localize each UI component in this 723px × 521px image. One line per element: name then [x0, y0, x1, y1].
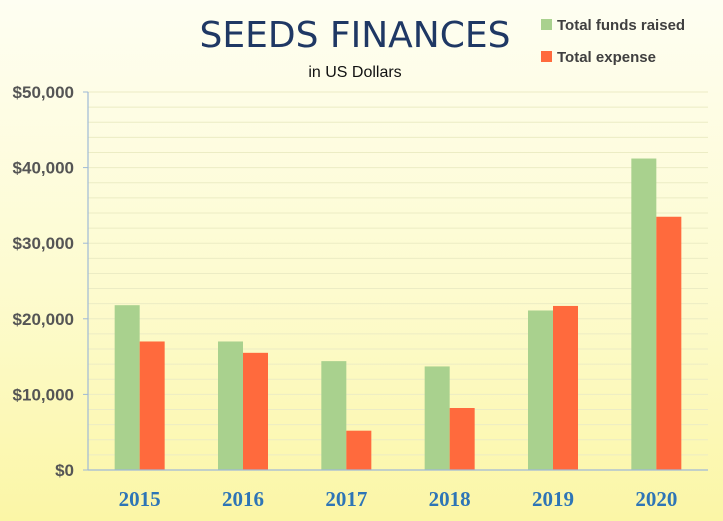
y-tick-label: $30,000: [13, 234, 74, 253]
legend-label: Total expense: [557, 49, 656, 66]
bar-funds-raised: [631, 158, 657, 470]
x-tick-label: 2020: [635, 487, 677, 511]
bar-expense: [346, 430, 372, 470]
bar-expense: [656, 216, 682, 470]
y-tick-label: $10,000: [13, 385, 74, 404]
legend-swatch: [541, 19, 552, 30]
legend: Total funds raised Total expense: [541, 17, 685, 66]
x-tick-label: 2017: [325, 487, 367, 511]
y-tick-label: $50,000: [13, 83, 74, 102]
y-tick-label: $0: [55, 461, 74, 480]
grid: [88, 91, 708, 471]
x-tick-label: 2016: [222, 487, 264, 511]
bar-funds-raised: [321, 361, 347, 470]
bar-funds-raised: [424, 366, 450, 470]
bar-expense: [139, 341, 165, 470]
legend-swatch: [541, 51, 552, 62]
y-tick-label: $40,000: [13, 159, 74, 178]
x-tick-label: 2019: [532, 487, 574, 511]
bar-expense: [449, 408, 475, 470]
bar-funds-raised: [218, 341, 243, 470]
bar-funds-raised: [114, 305, 140, 470]
y-tick-label: $20,000: [13, 310, 74, 329]
bars: [114, 158, 682, 470]
x-tick-label: 2015: [119, 487, 161, 511]
chart-subtitle: in US Dollars: [308, 64, 401, 81]
bar-expense: [243, 352, 268, 470]
axes: $0 $10,000 $20,000 $30,000 $40,000 $50,000 201…: [13, 83, 708, 511]
bar-funds-raised: [528, 310, 553, 470]
bar-expense: [553, 305, 578, 470]
chart-title: SEEDS FINANCES: [200, 15, 511, 56]
legend-label: Total funds raised: [557, 17, 685, 34]
x-tick-label: 2018: [429, 487, 471, 511]
